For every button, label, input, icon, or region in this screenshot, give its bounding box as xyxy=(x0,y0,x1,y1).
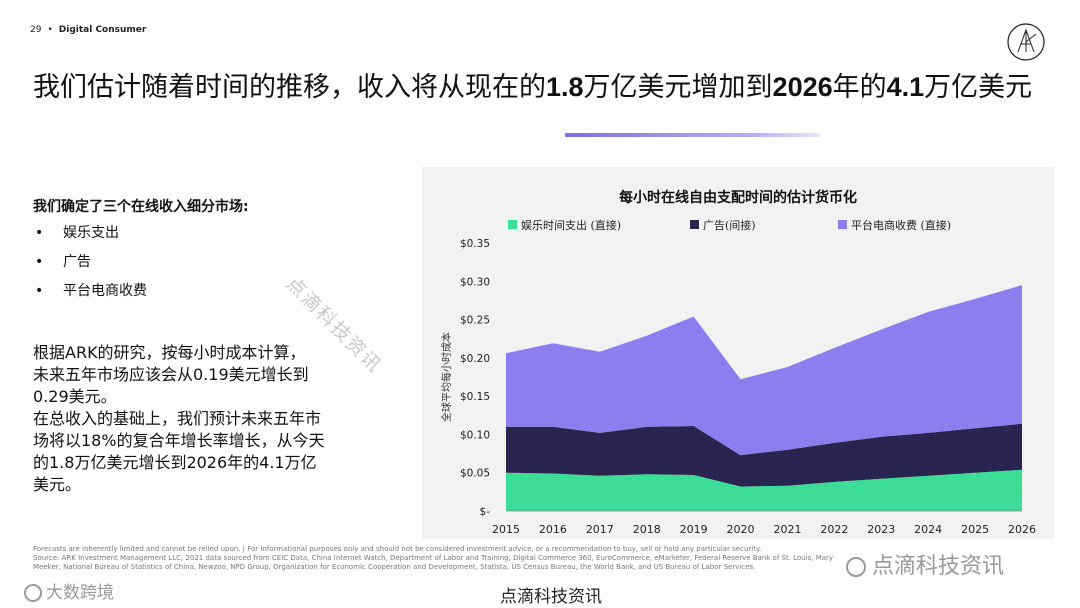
footnote: Forecasts are inherently limited and can… xyxy=(33,545,893,572)
legend-label: 娱乐时间支出 (直接) xyxy=(521,218,621,232)
footnote-line: Source: ARK Investment Management LLC, 2… xyxy=(33,554,834,562)
x-tick-label: 2026 xyxy=(1008,523,1036,536)
chart-title: 每小时在线自由支配时间的估计货币化 xyxy=(619,189,857,206)
footnote-line: Meeker, National Bureau of Statistics of… xyxy=(33,563,756,571)
paragraph-line: 0.29美元。 xyxy=(33,387,117,406)
x-tick-label: 2019 xyxy=(680,523,708,536)
header-separator: • xyxy=(47,25,53,35)
y-tick-label: $0.05 xyxy=(460,468,490,480)
paragraph-line: 根据ARK的研究，按每小时成本计算， xyxy=(33,343,306,362)
y-tick-label: $0.10 xyxy=(460,429,490,441)
wechat-icon xyxy=(846,557,866,577)
paragraph-line: 在总收入的基础上，我们预计未来五年市 xyxy=(33,409,322,428)
y-tick-label: $- xyxy=(480,506,491,518)
x-tick-label: 2020 xyxy=(727,523,755,536)
y-tick-label: $0.25 xyxy=(460,315,490,327)
page-number: 29 xyxy=(30,25,42,35)
paragraph-line: 美元。 xyxy=(33,475,82,494)
logo-icon xyxy=(24,584,42,602)
paragraph-line: 的1.8万亿美元增长到2026年的4.1万亿 xyxy=(33,453,317,472)
area-series xyxy=(506,423,1022,487)
chart-panel: 每小时在线自由支配时间的估计货币化娱乐时间支出 (直接) 广告(间接) 平台电商收费… xyxy=(422,167,1054,539)
page-title: 我们估计随着时间的推移，收入将从现在的1.8万亿美元增加到2026年的4.1万亿… xyxy=(33,72,1033,103)
x-tick-label: 2021 xyxy=(773,523,801,536)
x-tick-label: 2016 xyxy=(539,523,567,536)
x-tick-label: 2024 xyxy=(914,523,942,536)
legend-swatch xyxy=(508,220,517,229)
title-accent-bar xyxy=(565,133,820,137)
x-tick-label: 2022 xyxy=(820,523,848,536)
area-series xyxy=(506,469,1022,511)
y-tick-label: $0.15 xyxy=(460,391,490,403)
legend-label: 广告(间接) xyxy=(703,219,756,232)
brand-watermark: 点滴科技资讯 xyxy=(846,548,1004,580)
y-tick-label: $0.20 xyxy=(460,353,490,365)
x-tick-label: 2015 xyxy=(492,523,520,536)
paragraph-line: 未来五年市场应该会从0.19美元增长到 xyxy=(33,365,309,384)
footnote-line: Forecasts are inherently limited and can… xyxy=(33,545,762,553)
y-tick-label: $0.35 xyxy=(460,238,490,250)
legend-swatch xyxy=(690,220,699,229)
x-tick-label: 2018 xyxy=(633,523,661,536)
x-tick-label: 2025 xyxy=(961,523,989,536)
x-tick-label: 2017 xyxy=(586,523,614,536)
list-item: 娱乐支出 xyxy=(33,226,373,255)
segments-list: 娱乐支出 广告 平台电商收费 xyxy=(33,226,373,313)
left-watermark: 大数跨境 xyxy=(24,578,114,603)
list-item: 平台电商收费 xyxy=(33,284,373,313)
section-name: Digital Consumer xyxy=(58,25,147,35)
y-tick-label: $0.30 xyxy=(460,276,490,288)
area-series xyxy=(506,285,1022,456)
x-tick-label: 2023 xyxy=(867,523,895,536)
legend-swatch xyxy=(838,220,847,229)
paragraph-line: 场将以18%的复合年增长率增长，从今天 xyxy=(33,431,325,450)
y-axis-label: 全球平均每小时成本 xyxy=(440,332,453,422)
list-item: 广告 xyxy=(33,255,373,284)
ark-logo-icon xyxy=(1007,23,1045,61)
page-header: 29 • Digital Consumer xyxy=(30,25,146,35)
segments-panel: 我们确定了三个在线收入细分市场: 娱乐支出 广告 平台电商收费 xyxy=(33,196,373,313)
segments-heading: 我们确定了三个在线收入细分市场: xyxy=(33,199,249,215)
source-caption: 点滴科技资讯 xyxy=(500,587,602,607)
research-paragraph: 根据ARK的研究，按每小时成本计算， 未来五年市场应该会从0.19美元增长到 0… xyxy=(33,342,373,496)
legend-label: 平台电商收费 (直接) xyxy=(851,218,951,232)
